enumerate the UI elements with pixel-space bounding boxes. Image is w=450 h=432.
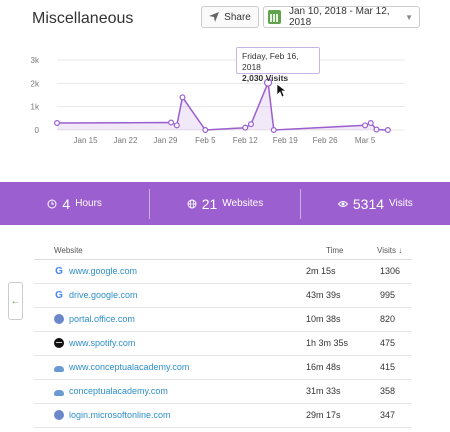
table-row[interactable]: www.conceptualacademy.com 16m 48s 415 <box>34 356 412 380</box>
table-row[interactable]: conceptualacademy.com 31m 33s 358 <box>34 380 412 404</box>
google-favicon-icon: G <box>55 265 63 277</box>
visits-cell: 347 <box>380 410 396 420</box>
y-tick-label: 0 <box>35 126 40 135</box>
eye-icon <box>337 200 348 207</box>
time-cell: 29m 17s <box>306 410 341 420</box>
x-tick-label: Jan 22 <box>113 136 138 145</box>
clock-icon <box>47 199 57 208</box>
stat-websites-label: Websites <box>222 198 264 209</box>
data-point <box>179 94 186 101</box>
visits-cell: 820 <box>380 314 396 324</box>
data-point <box>373 126 380 133</box>
tooltip-visits: 2,030 Visits <box>242 73 289 83</box>
stat-visits-value: 5314 <box>352 195 385 212</box>
time-cell: 16m 48s <box>306 362 341 372</box>
x-tick-label: Mar 5 <box>355 136 376 145</box>
back-button[interactable]: ← <box>8 282 23 320</box>
visits-cell: 1306 <box>380 266 401 276</box>
share-label: Share <box>224 11 251 23</box>
stat-visits: 5314 Visits <box>301 182 450 225</box>
stat-hours-value: 4 <box>62 195 71 212</box>
visits-cell: 995 <box>380 290 396 300</box>
stat-divider <box>299 188 301 219</box>
site-link[interactable]: conceptualacademy.com <box>69 386 168 396</box>
data-point <box>384 126 391 133</box>
tooltip-date: Friday, Feb 16, 2018 <box>242 51 299 72</box>
data-point <box>168 119 175 126</box>
stat-hours-label: Hours <box>75 198 102 209</box>
site-link[interactable]: www.conceptualacademy.com <box>69 362 190 372</box>
data-point <box>53 119 60 126</box>
time-cell: 10m 38s <box>306 314 341 324</box>
x-tick-label: Jan 15 <box>74 136 99 145</box>
site-link[interactable]: login.microsoftonline.com <box>69 410 171 420</box>
time-cell: 31m 33s <box>306 386 341 396</box>
table-row[interactable]: login.microsoftonline.com 29m 17s 347 <box>34 404 412 428</box>
table-row[interactable]: portal.office.com 10m 38s 820 <box>34 308 412 332</box>
table-row[interactable]: www.spotify.com 1h 3m 35s 475 <box>34 332 412 356</box>
chevron-down-icon: ▼ <box>405 12 413 22</box>
time-cell: 43m 39s <box>306 290 341 300</box>
data-point <box>362 122 369 129</box>
time-cell: 1h 3m 35s <box>306 338 349 348</box>
x-tick-label: Feb 5 <box>195 136 216 145</box>
x-tick-label: Feb 12 <box>233 136 258 145</box>
data-point <box>270 126 277 133</box>
series-area <box>57 82 388 130</box>
x-tick-label: Jan 29 <box>153 136 178 145</box>
visits-cell: 415 <box>380 362 396 372</box>
visits-cell: 475 <box>380 338 396 348</box>
data-point <box>173 122 180 129</box>
mouse-cursor-icon <box>277 84 287 98</box>
send-icon <box>209 12 220 22</box>
stat-websites: 21 Websites <box>150 182 299 225</box>
data-point <box>367 119 374 126</box>
site-link[interactable]: www.google.com <box>69 266 138 276</box>
data-point <box>202 126 209 133</box>
table-header: Website Time Visits ↓ <box>34 243 412 260</box>
site-link[interactable]: portal.office.com <box>69 314 135 324</box>
site-link[interactable]: drive.google.com <box>69 290 138 300</box>
time-cell: 2m 15s <box>306 266 336 276</box>
globe-favicon-icon <box>54 314 64 324</box>
x-tick-label: Feb 26 <box>313 136 338 145</box>
date-range-label: Jan 10, 2018 - Mar 12, 2018 <box>288 6 390 28</box>
date-range-picker[interactable]: Jan 10, 2018 - Mar 12, 2018 ▼ <box>263 6 420 28</box>
stat-hours: 4 Hours <box>0 182 149 225</box>
spotify-favicon-icon <box>54 338 64 348</box>
page-title: Miscellaneous <box>32 10 134 27</box>
data-point <box>242 124 249 131</box>
visits-chart: 3k 2k 1k 0 Jan 15 Jan 22 Jan 29 Feb 5 Feb 12 Feb … <box>31 56 405 145</box>
stat-divider <box>149 188 151 219</box>
y-tick-label: 3k <box>31 56 40 65</box>
x-tick-label: Feb 19 <box>273 136 298 145</box>
share-button[interactable]: Share <box>201 6 259 28</box>
calendar-icon <box>268 10 281 24</box>
data-point <box>247 121 254 128</box>
globe-favicon-icon <box>54 410 64 420</box>
google-favicon-icon: G <box>55 289 63 301</box>
stat-visits-label: Visits <box>389 198 413 209</box>
visits-cell: 358 <box>380 386 396 396</box>
stat-websites-value: 21 <box>201 195 218 212</box>
header-website[interactable]: Website <box>54 246 83 255</box>
globe-icon <box>187 199 197 208</box>
cloud-favicon-icon <box>54 386 64 396</box>
chart-tooltip: Friday, Feb 16, 2018 2,030 Visits <box>236 47 320 83</box>
y-tick-label: 1k <box>31 103 40 112</box>
cloud-favicon-icon <box>54 362 64 372</box>
stats-band: 4 Hours 21 Websites 5314 Visits <box>0 182 450 225</box>
arrow-left-icon: ← <box>10 295 21 307</box>
site-link[interactable]: www.spotify.com <box>69 338 136 348</box>
data-point <box>263 78 273 87</box>
header-visits[interactable]: Visits ↓ <box>377 246 403 255</box>
header-time[interactable]: Time <box>326 246 344 255</box>
y-tick-label: 2k <box>31 79 40 88</box>
